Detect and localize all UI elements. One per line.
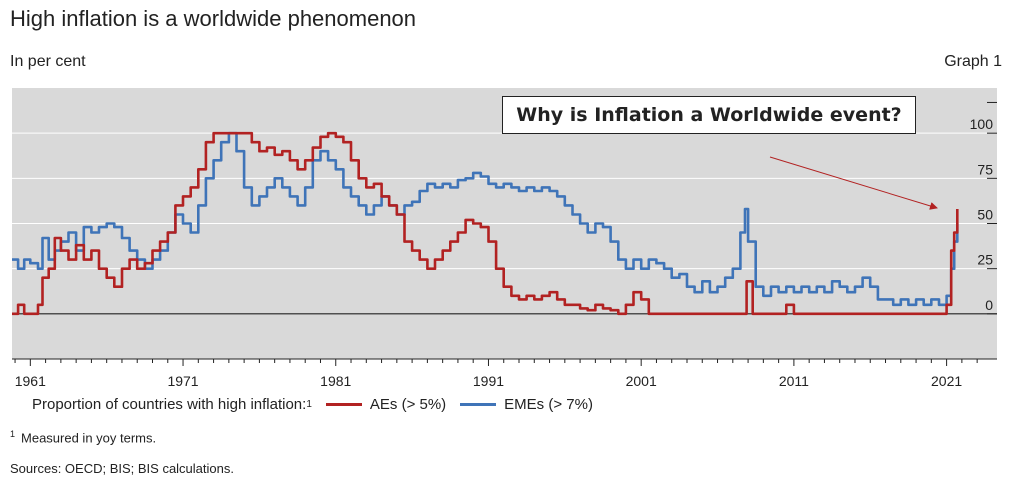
chart-title: High inflation is a worldwide phenomenon [10,6,417,31]
legend-item-aes: AEs (> 5%) [369,396,447,413]
legend-item-emes: EMEs (> 7%) [504,396,593,413]
y-tick-label: 100 [970,116,994,132]
y-tick-label: 0 [985,297,993,313]
legend: Proportion of countries with high inflat… [32,396,593,413]
x-tick-label: 1981 [320,373,351,389]
annotation-arrow [769,156,938,210]
y-tick-label: 25 [977,252,993,268]
series-line-emes [12,131,959,307]
x-tick-label: 2021 [931,373,962,389]
sources-note: Sources: OECD; BIS; BIS calculations. [10,461,234,476]
x-tick-label: 2011 [779,373,809,389]
y-tick-label: 50 [977,207,993,223]
y-tick-label: 75 [977,161,993,177]
legend-swatch-aes [325,403,362,406]
graph-number: Graph 1 [944,53,1002,70]
legend-prefix: Proportion of countries with high inflat… [32,396,307,413]
legend-prefix-footnote-mark: 1 [306,399,312,410]
x-tick-label: 1961 [15,373,46,389]
footnote: 1 Measured in yoy terms. [10,429,156,445]
unit-label: In per cent [10,53,86,70]
x-tick-label: 1991 [473,373,504,389]
x-tick-label: 1971 [167,373,198,389]
callout-box: Why is Inflation a Worldwide event? [502,96,916,134]
legend-swatch-emes [460,403,497,406]
x-tick-label: 2001 [626,373,657,389]
series-line-aes [12,131,959,316]
line-chart: 0 25 50 75 100 1961 1971 1981 1991 2001 2011 2021 [12,88,997,389]
footnote-number: 1 [10,429,16,439]
footnote-text: Measured in yoy terms. [21,430,157,446]
